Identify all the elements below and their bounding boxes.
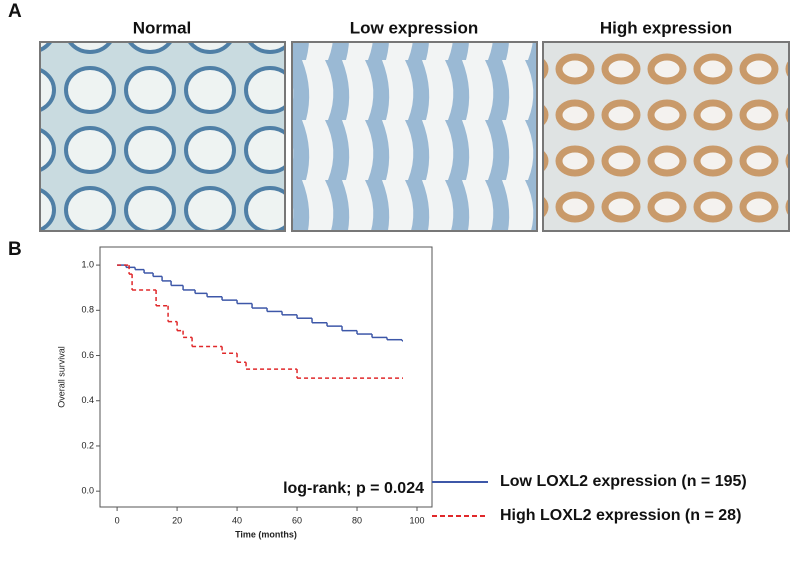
y-tick-label: 0.2 — [81, 440, 94, 450]
image-title: Low expression — [350, 18, 478, 37]
y-tick-label: 0.4 — [81, 395, 94, 405]
legend-label: Low LOXL2 expression (n = 195) — [500, 473, 747, 490]
image-title: Normal — [133, 18, 192, 37]
histology-image — [291, 41, 538, 232]
y-tick-label: 0.6 — [81, 350, 94, 360]
x-tick-label: 0 — [115, 515, 120, 525]
panel-label: B — [8, 239, 22, 260]
histology-image — [39, 41, 286, 232]
panel-label: A — [8, 1, 22, 22]
x-tick-label: 80 — [352, 515, 362, 525]
histology-image — [542, 41, 790, 232]
y-axis-label: Overall survival — [56, 346, 66, 408]
x-tick-label: 40 — [232, 515, 242, 525]
x-tick-label: 60 — [292, 515, 302, 525]
x-axis-label: Time (months) — [235, 529, 297, 539]
annotation: log-rank; p = 0.024 — [283, 480, 424, 497]
x-tick-label: 20 — [172, 515, 182, 525]
y-tick-label: 0.8 — [81, 305, 94, 315]
y-tick-label: 1.0 — [81, 259, 94, 269]
plot-frame — [99, 246, 433, 508]
y-tick-label: 0.0 — [81, 486, 94, 496]
legend-label: High LOXL2 expression (n = 28) — [500, 507, 741, 524]
image-title: High expression — [600, 18, 732, 37]
x-tick-label: 100 — [409, 515, 424, 525]
